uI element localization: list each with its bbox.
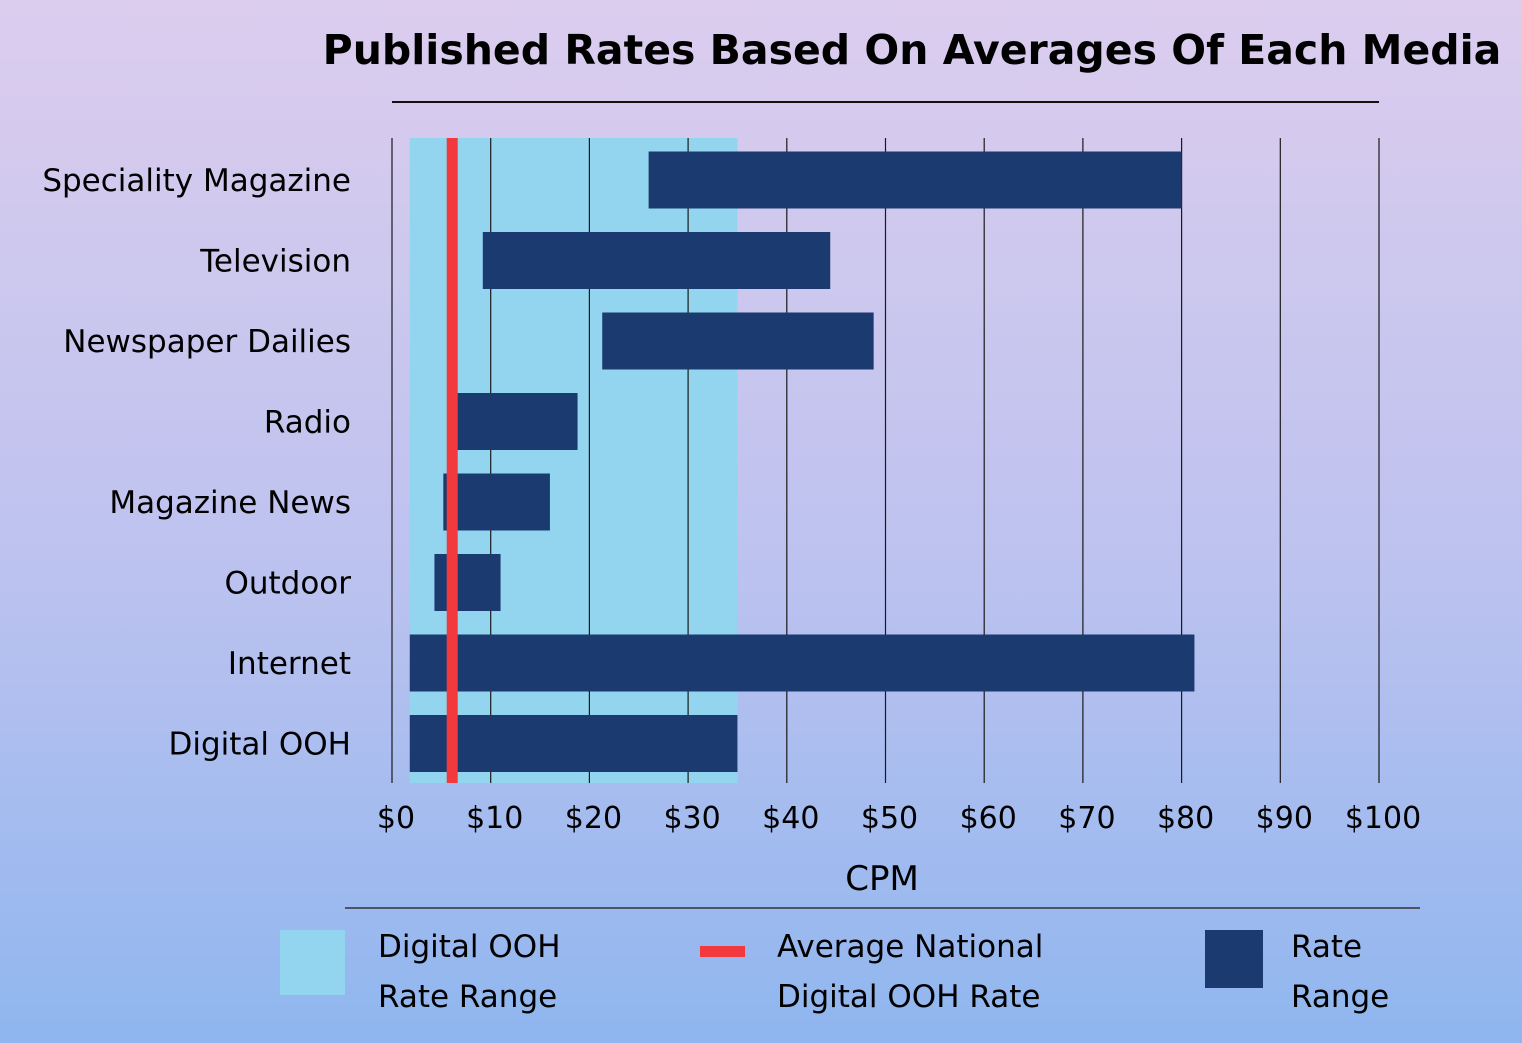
x-tick-label: $80: [1157, 801, 1214, 836]
range-bar: [443, 473, 550, 531]
category-label: Internet: [228, 646, 351, 682]
plot-area: Speciality Magazine Television Newspaper D…: [42, 138, 1421, 836]
category-label: Radio: [264, 405, 351, 441]
range-bar: [456, 393, 578, 450]
range-bar: [434, 554, 501, 611]
x-tick-label: $70: [1058, 801, 1115, 836]
x-axis-label: CPM: [845, 859, 919, 899]
range-bar: [602, 312, 874, 370]
range-bar: [409, 634, 1195, 692]
x-tick-label: $20: [565, 801, 622, 836]
chart-title: Published Rates Based On Averages Of Eac…: [323, 26, 1502, 74]
x-tick-label: $10: [466, 801, 523, 836]
category-label: Television: [199, 244, 351, 280]
legend-swatch: [280, 930, 345, 995]
x-tick-label: $50: [861, 801, 918, 836]
legend: Digital OOH Rate Range Average National Dig…: [280, 929, 1389, 1015]
range-bar: [409, 715, 738, 772]
range-bar: [648, 151, 1182, 209]
x-tick-label: $0: [377, 801, 415, 836]
x-tick-label: $30: [663, 801, 720, 836]
legend-label: Rate: [1291, 929, 1362, 965]
category-label: Digital OOH: [168, 727, 351, 763]
legend-swatch: [1205, 930, 1263, 988]
category-label: Magazine News: [109, 485, 351, 521]
legend-label: Average National: [777, 929, 1043, 965]
category-label: Outdoor: [224, 566, 351, 602]
category-label: Speciality Magazine: [42, 163, 351, 199]
legend-swatch: [700, 946, 745, 957]
x-tick-label: $60: [960, 801, 1017, 836]
legend-label: Range: [1291, 979, 1389, 1015]
category-label: Newspaper Dailies: [63, 324, 351, 360]
x-tick-label: $90: [1256, 801, 1313, 836]
legend-label: Digital OOH Rate: [777, 979, 1040, 1015]
average-rate-line: [446, 138, 458, 783]
x-tick-label: $40: [762, 801, 819, 836]
x-tick-label: $100: [1345, 801, 1421, 836]
legend-label: Rate Range: [378, 979, 557, 1015]
range-bar: [482, 232, 831, 289]
legend-label: Digital OOH: [378, 929, 561, 965]
